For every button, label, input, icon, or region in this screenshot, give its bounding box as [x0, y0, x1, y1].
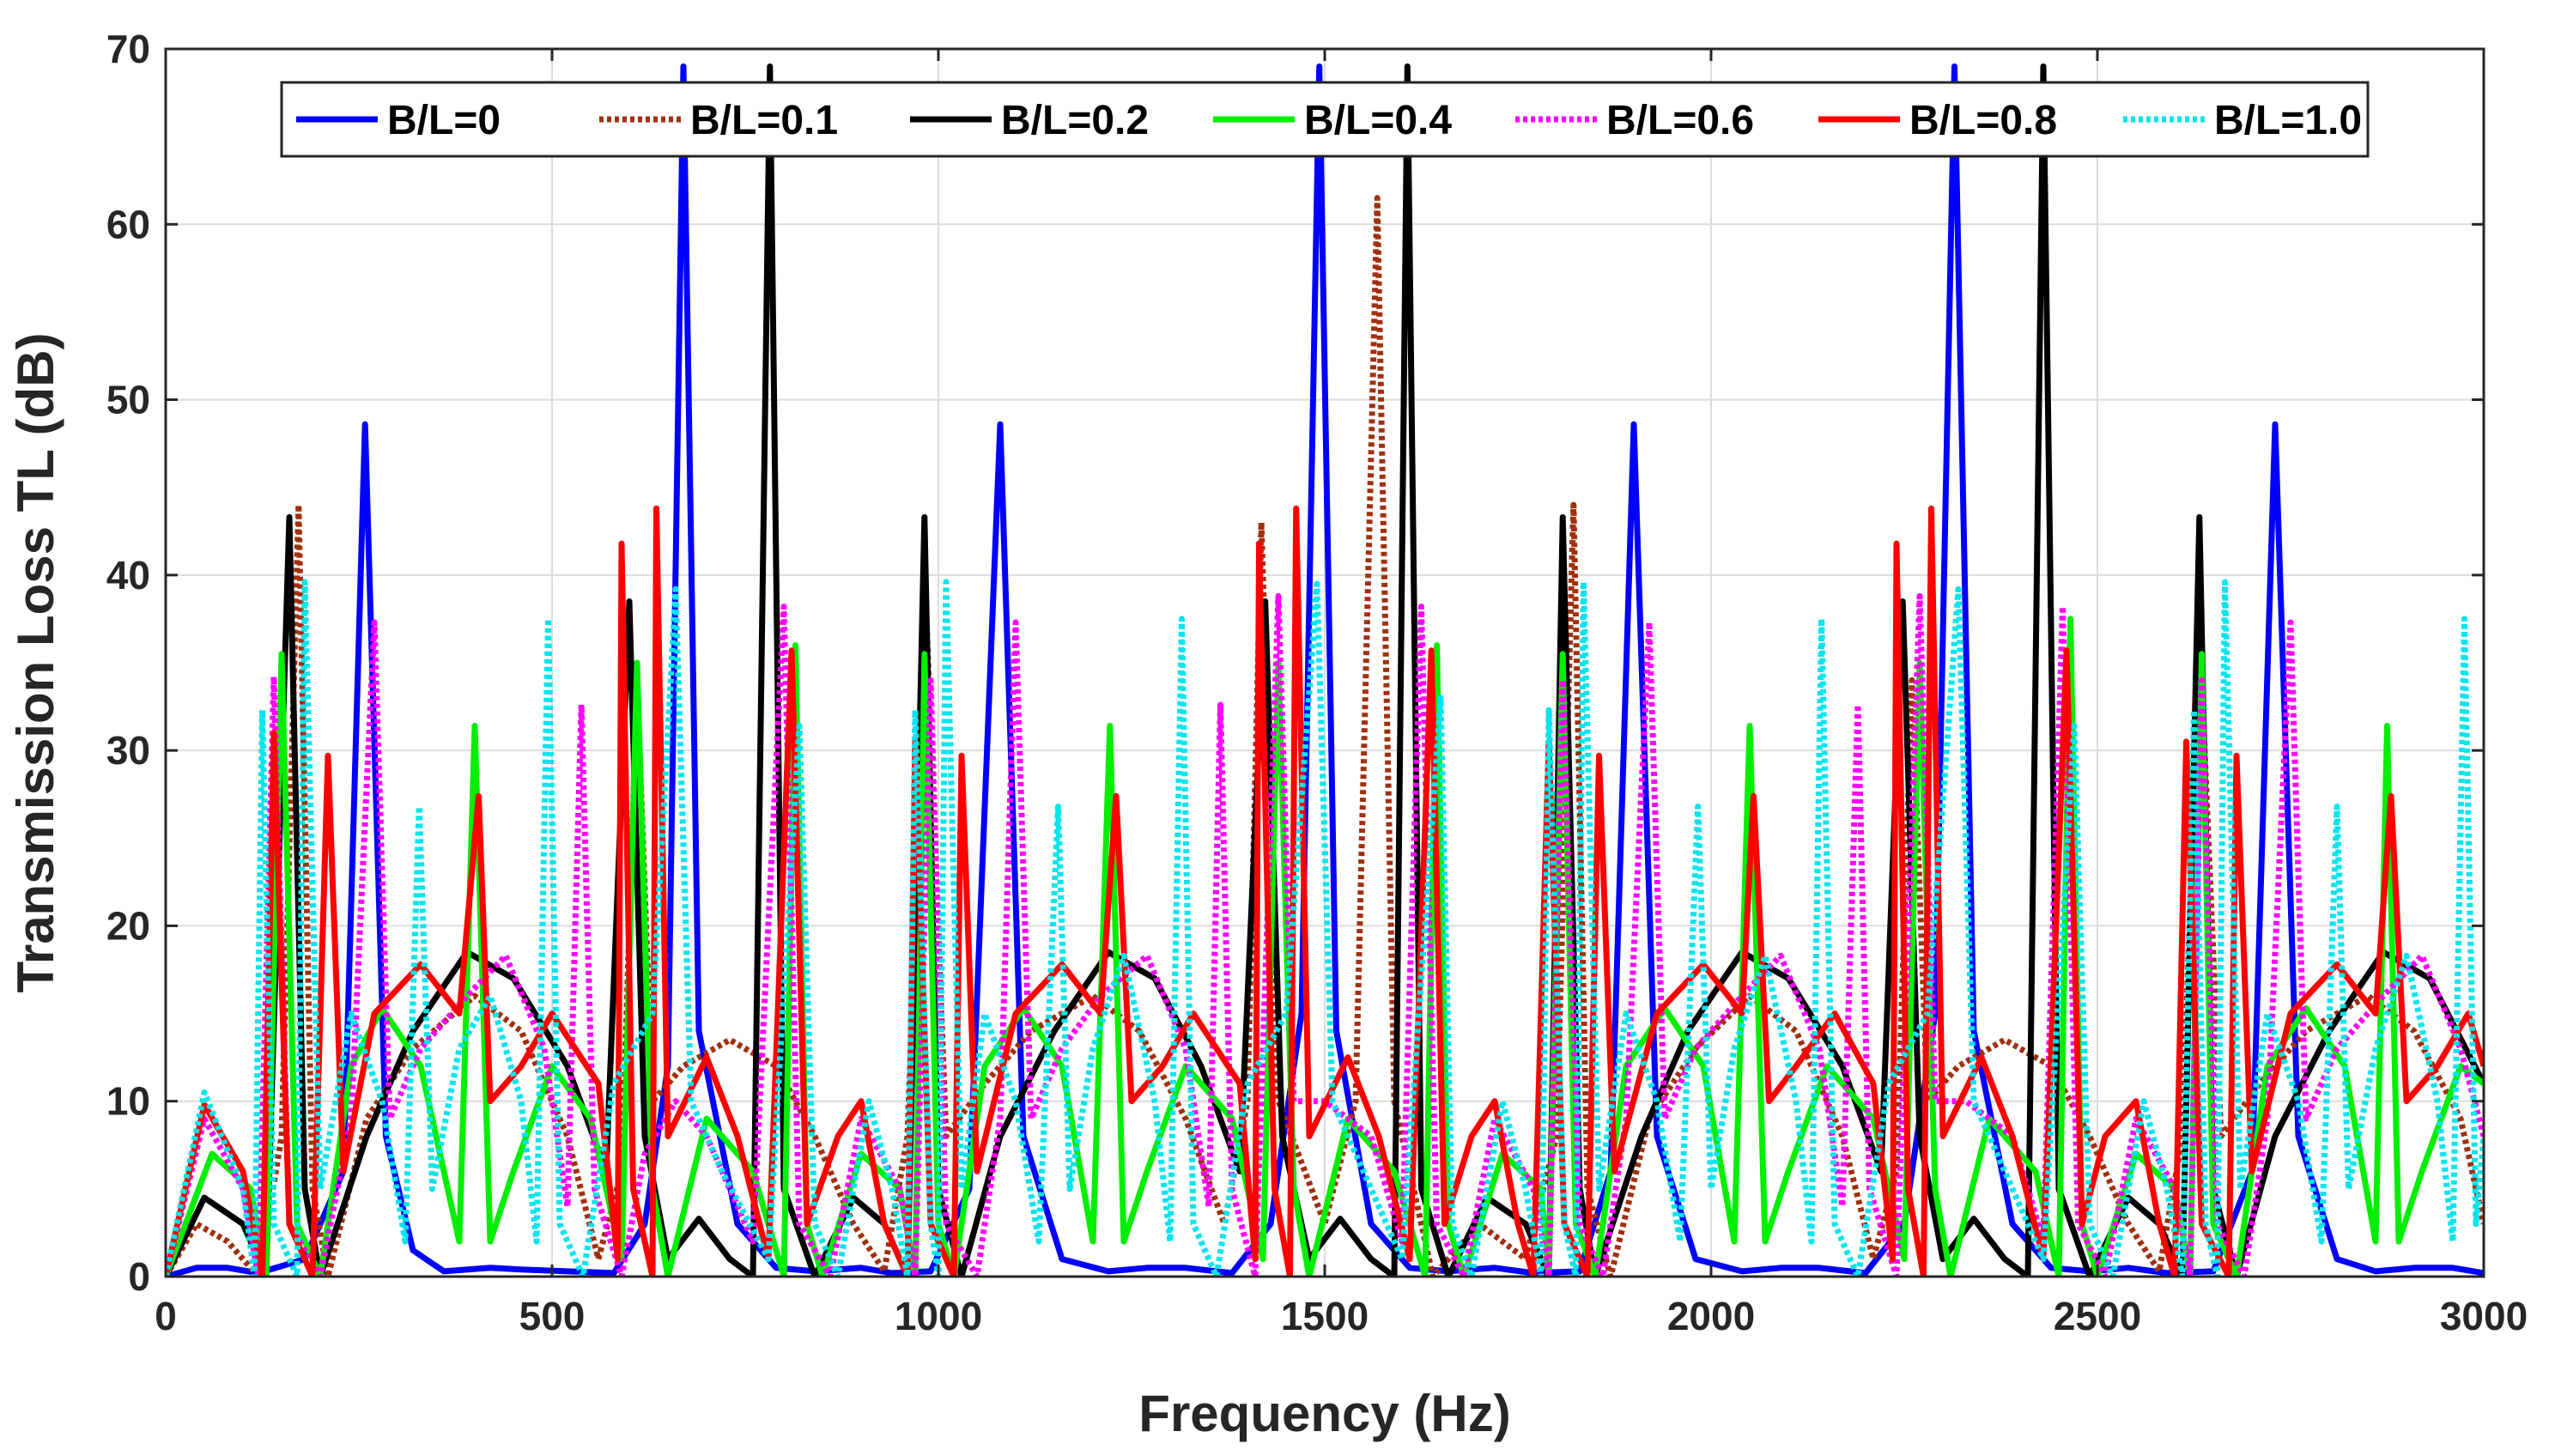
- x-axis-title: Frequency (Hz): [1138, 1385, 1510, 1442]
- legend-label-2: B/L=0.2: [1001, 98, 1149, 143]
- legend-label-5: B/L=0.8: [1909, 98, 2057, 143]
- y-tick-label: 0: [128, 1254, 150, 1299]
- x-tick-label: 1000: [895, 1294, 982, 1338]
- legend-label-4: B/L=0.6: [1606, 98, 1754, 143]
- y-tick-label: 10: [106, 1079, 150, 1124]
- x-tick-label: 1500: [1281, 1294, 1369, 1338]
- series-layer: [166, 63, 2484, 1277]
- legend-box: [280, 81, 2370, 158]
- series-line-6: [166, 579, 2484, 1277]
- y-tick-label: 40: [106, 553, 150, 598]
- x-tick-label: 2500: [2054, 1294, 2141, 1338]
- y-axis-title: Transmission Loss TL (dB): [7, 332, 64, 992]
- series-line-0: [166, 63, 2484, 1277]
- x-tick-label: 2000: [1667, 1294, 1755, 1338]
- y-axis: 0 10 20 30 40 50 60 70: [106, 27, 2484, 1299]
- series-line-5: [166, 505, 2484, 1277]
- x-tick-label: 500: [519, 1294, 586, 1338]
- y-tick-label: 20: [106, 903, 150, 948]
- series-line-2: [166, 63, 2484, 1277]
- legend: B/L=0 B/L=0.1 B/L=0.2 B/L=0.4 B/L=0.6 B/L=0.8…: [280, 81, 2370, 158]
- y-tick-label: 70: [106, 27, 150, 71]
- legend-label-6: B/L=1.0: [2214, 98, 2362, 143]
- legend-label-1: B/L=0.1: [690, 98, 838, 143]
- y-tick-label: 30: [106, 728, 150, 773]
- y-tick-label: 60: [106, 202, 150, 246]
- x-axis: 0 500 1000 1500 2000 2500 3000: [155, 49, 2528, 1338]
- x-tick-label: 3000: [2440, 1294, 2528, 1338]
- legend-label-0: B/L=0: [387, 98, 501, 143]
- legend-label-3: B/L=0.4: [1304, 98, 1452, 143]
- x-tick-label: 0: [155, 1294, 177, 1338]
- y-tick-label: 50: [106, 378, 150, 422]
